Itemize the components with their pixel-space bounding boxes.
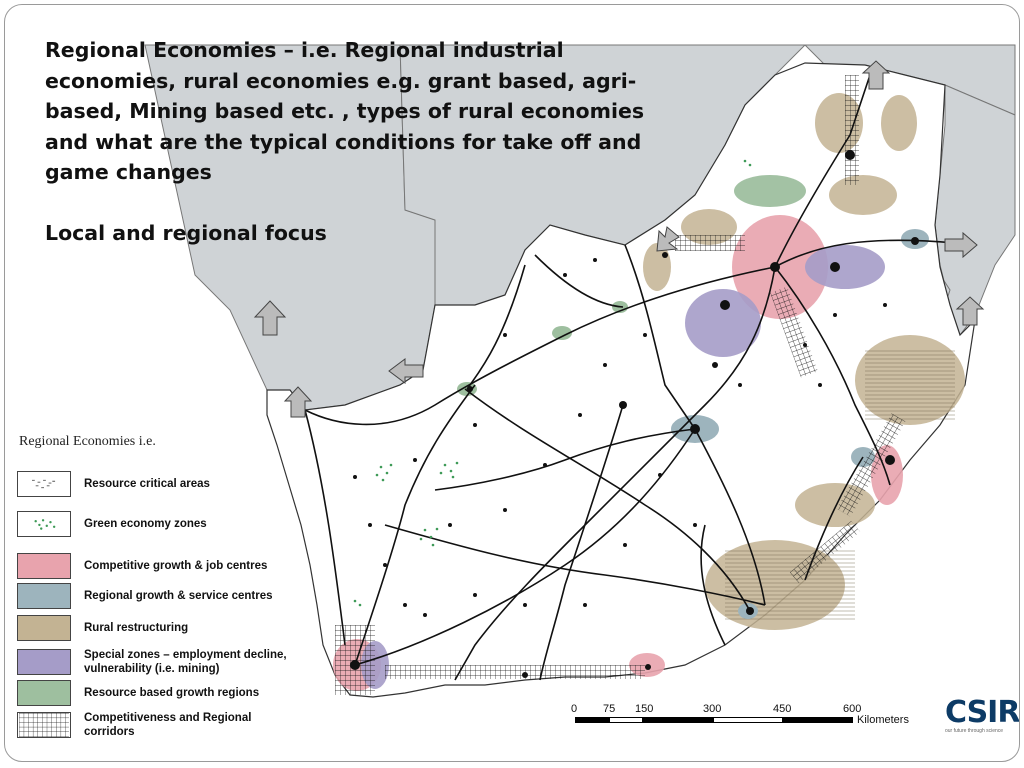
legend-label: Green economy zones bbox=[84, 518, 207, 530]
special-zone bbox=[685, 289, 761, 357]
logo-tagline: our future through science bbox=[945, 728, 1004, 734]
legend-heading: Regional Economies i.e. bbox=[19, 434, 156, 449]
rural-hatch bbox=[865, 350, 955, 420]
corridors-swatch bbox=[17, 712, 71, 738]
legend-label: Competitiveness and Regional corridors bbox=[84, 712, 252, 738]
legend-label: Special zones – employment decline, vuln… bbox=[84, 649, 287, 675]
legend-item: Resource critical areas bbox=[17, 471, 304, 497]
legend-item: Regional growth & service centres bbox=[17, 583, 304, 609]
title-line: Regional Economies – i.e. Regional indus… bbox=[45, 38, 564, 62]
rural-zone bbox=[829, 175, 897, 215]
corridor bbox=[675, 235, 745, 251]
resource-growth-swatch bbox=[17, 680, 71, 706]
scale-tick: 0 bbox=[571, 703, 578, 715]
slide-title: Regional Economies – i.e. Regional indus… bbox=[45, 35, 705, 188]
scale-tick: 300 bbox=[703, 703, 722, 715]
rural-restructuring-swatch bbox=[17, 615, 71, 641]
south-africa-map bbox=[144, 44, 1016, 698]
scale-segment bbox=[643, 717, 713, 723]
legend-item: Rural restructuring bbox=[17, 615, 304, 641]
scale-tick: 75 bbox=[603, 703, 616, 715]
road-network bbox=[304, 74, 956, 681]
legend-label: Regional growth & service centres bbox=[84, 590, 273, 602]
legend-item: Green economy zones bbox=[17, 511, 304, 537]
corridor bbox=[385, 665, 645, 679]
legend-label: Rural restructuring bbox=[84, 622, 189, 634]
rural-zone bbox=[881, 95, 917, 151]
title-line: game changes bbox=[45, 160, 212, 184]
resource-zone bbox=[552, 326, 572, 340]
resource-critical-swatch bbox=[17, 471, 71, 497]
special-zones-swatch bbox=[17, 649, 71, 675]
green-economy-swatch bbox=[17, 511, 71, 537]
legend-item: Competitiveness and Regional corridors bbox=[17, 711, 304, 739]
green-economy-dots bbox=[353, 159, 752, 607]
title-line: economies, rural economies e.g. grant ba… bbox=[45, 68, 637, 93]
special-zone bbox=[805, 245, 885, 289]
title-line: based, Mining based etc. , types of rura… bbox=[45, 99, 645, 123]
legend-label: Resource based growth regions bbox=[84, 687, 260, 699]
scale-tick: 600 bbox=[843, 703, 862, 715]
competitive-swatch bbox=[17, 553, 71, 579]
legend-label: Competitive growth & job centres bbox=[84, 560, 268, 572]
csir-logo: CSIR our future through science bbox=[945, 695, 1020, 741]
resource-zone bbox=[734, 175, 806, 207]
town-dots bbox=[350, 150, 919, 678]
corridor bbox=[770, 286, 818, 378]
scale-segment bbox=[783, 717, 853, 723]
slide-frame: Regional Economies – i.e. Regional indus… bbox=[4, 4, 1020, 762]
title-line: and what are the typical conditions for … bbox=[45, 129, 642, 154]
scale-tick: 150 bbox=[635, 703, 654, 715]
focus-subtitle: Local and regional focus bbox=[45, 221, 327, 245]
scale-segment bbox=[575, 717, 609, 723]
scale-unit: Kilometers bbox=[857, 714, 909, 726]
corridor bbox=[836, 413, 906, 517]
legend-item: Resource based growth regions bbox=[17, 680, 304, 706]
legend-item: Special zones – employment decline, vuln… bbox=[17, 648, 304, 676]
scale-segment bbox=[713, 717, 783, 723]
scale-bar: 0 75 150 300 450 600 Kilometers bbox=[571, 703, 951, 733]
regional-growth-swatch bbox=[17, 583, 71, 609]
scale-tick: 450 bbox=[773, 703, 792, 715]
legend-label: Resource critical areas bbox=[84, 478, 210, 490]
legend-item: Competitive growth & job centres bbox=[17, 553, 304, 579]
scale-segment bbox=[609, 717, 643, 723]
logo-text: CSIR bbox=[945, 695, 1020, 730]
corridor bbox=[789, 520, 861, 584]
export-arrows bbox=[253, 60, 985, 418]
